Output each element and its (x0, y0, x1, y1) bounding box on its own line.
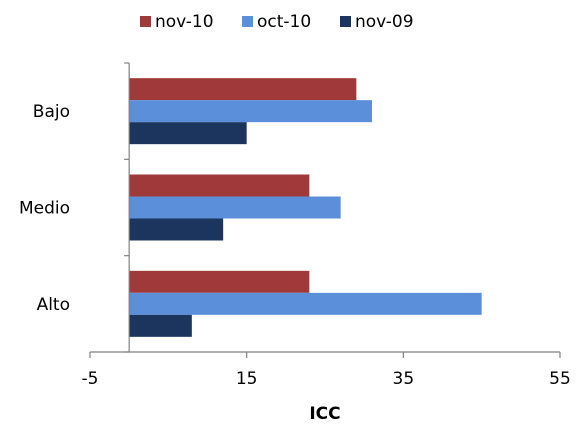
category-label-bajo: Bajo (33, 102, 70, 122)
legend-swatch-oct-10 (242, 16, 253, 27)
bar-nov-09-alto (129, 314, 192, 337)
bar-nov-10-medio (129, 174, 310, 197)
category-label-alto: Alto (37, 295, 70, 315)
x-tick-label: 15 (236, 369, 258, 389)
bars (129, 78, 482, 337)
legend-swatch-nov-10 (140, 16, 151, 27)
x-tick-label: 55 (549, 369, 571, 389)
legend-label-nov-10: nov-10 (155, 12, 214, 32)
legend-swatch-nov-09 (340, 16, 351, 27)
bar-nov-09-medio (129, 218, 224, 241)
x-tick-label: 35 (393, 369, 415, 389)
bar-nov-10-alto (129, 270, 310, 293)
category-label-medio: Medio (19, 199, 70, 219)
bar-oct-10-medio (129, 196, 341, 219)
legend: nov-10 oct-10 nov-09 (140, 12, 414, 32)
bar-oct-10-alto (129, 292, 482, 315)
x-tick-label: -5 (82, 369, 99, 389)
legend-label-oct-10: oct-10 (257, 12, 311, 32)
bar-oct-10-bajo (129, 100, 372, 123)
bar-nov-09-bajo (129, 122, 247, 145)
legend-label-nov-09: nov-09 (355, 12, 414, 32)
axes: Alto Medio Bajo -5 15 35 55 (19, 62, 571, 389)
bar-nov-10-bajo (129, 78, 357, 101)
x-axis-title: ICC (309, 404, 340, 424)
